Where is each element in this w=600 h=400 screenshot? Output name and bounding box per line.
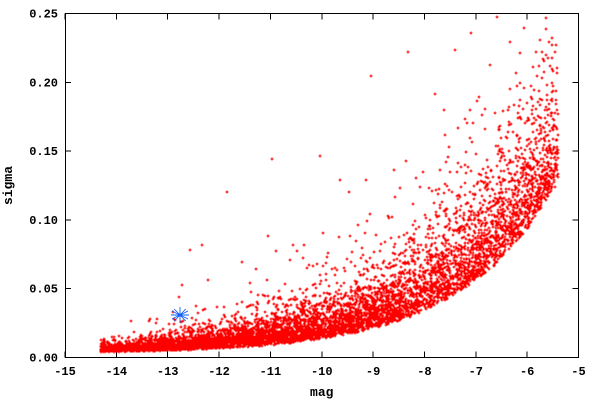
- svg-text:0.15: 0.15: [29, 145, 58, 159]
- svg-text:-8: -8: [417, 365, 431, 379]
- svg-text:-15: -15: [54, 365, 76, 379]
- svg-text:0.25: 0.25: [29, 8, 58, 22]
- svg-text:-12: -12: [208, 365, 230, 379]
- svg-text:-11: -11: [260, 365, 282, 379]
- svg-text:-5: -5: [571, 365, 585, 379]
- svg-text:-7: -7: [469, 365, 483, 379]
- svg-text:sigma: sigma: [1, 166, 16, 205]
- svg-text:-10: -10: [311, 365, 333, 379]
- svg-text:mag: mag: [310, 385, 334, 400]
- svg-text:-9: -9: [366, 365, 380, 379]
- svg-text:0.05: 0.05: [29, 283, 58, 297]
- svg-text:-13: -13: [157, 365, 179, 379]
- svg-text:0.20: 0.20: [29, 76, 58, 90]
- svg-text:-6: -6: [520, 365, 534, 379]
- svg-text:-14: -14: [106, 365, 128, 379]
- svg-text:0.00: 0.00: [29, 352, 58, 366]
- svg-text:0.10: 0.10: [29, 214, 58, 228]
